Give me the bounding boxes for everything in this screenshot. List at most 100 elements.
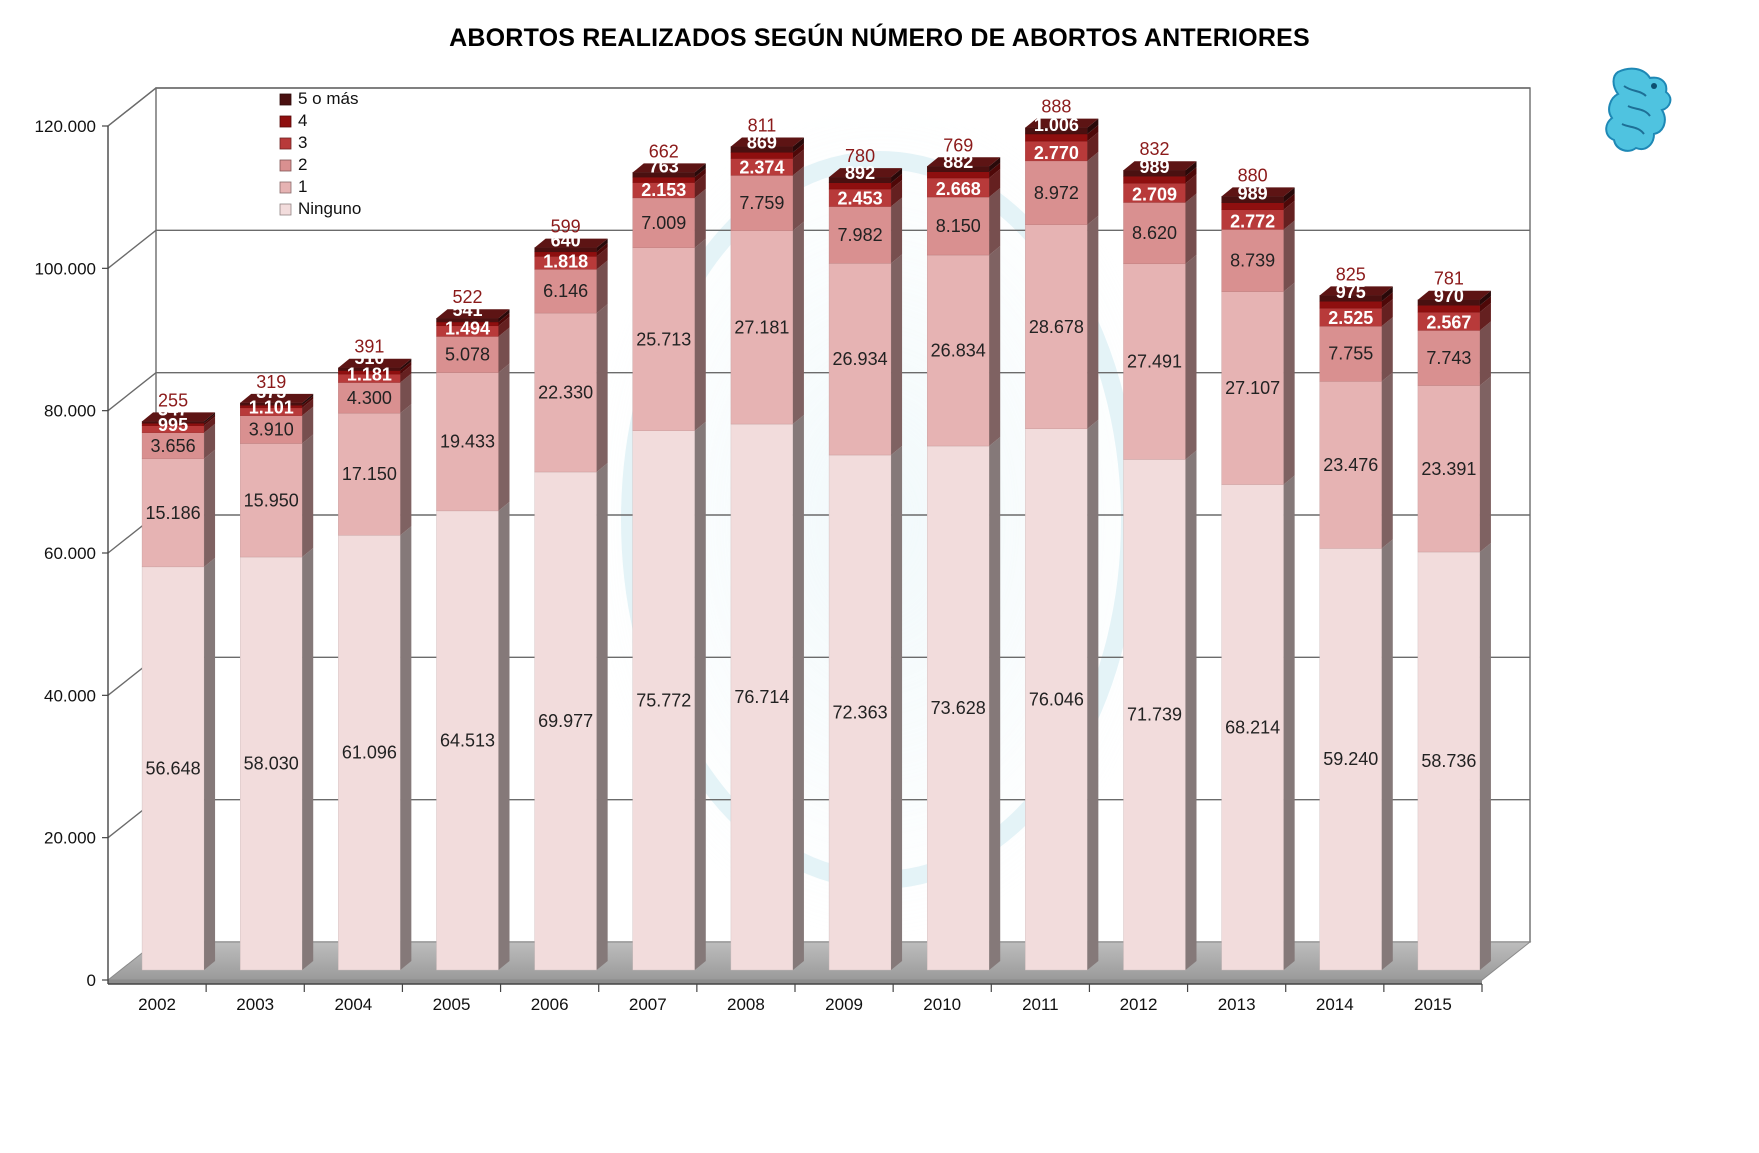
data-label: 975	[1336, 282, 1366, 302]
data-label: 7.759	[739, 193, 784, 213]
bar-segment-side	[694, 238, 706, 431]
bar-segment	[632, 197, 695, 248]
bar-segment-side	[302, 406, 314, 444]
bar-segment-side	[1283, 475, 1295, 970]
bar-segment-side	[1283, 282, 1295, 485]
legend-label: 4	[298, 111, 307, 130]
bar-top	[1417, 290, 1491, 300]
bar-segment	[1417, 551, 1481, 971]
x-tick-label: 2011	[1022, 995, 1059, 1014]
bar-segment-side	[989, 437, 1001, 971]
data-label: 1.006	[1034, 115, 1079, 135]
x-tick-label: 2009	[825, 995, 863, 1014]
bar-segment-side	[792, 149, 804, 176]
bar-segment-side	[694, 163, 706, 178]
bar-segment-side	[1185, 450, 1197, 970]
legend-label: Ninguno	[298, 199, 361, 218]
data-label: 319	[256, 372, 286, 392]
bar-segment	[534, 312, 597, 473]
legend-label: 5 o más	[298, 89, 358, 108]
legend-label: 3	[298, 133, 307, 152]
data-label: 26.934	[833, 349, 888, 369]
bar-segment-side	[792, 143, 804, 159]
bar-segment	[1319, 548, 1382, 971]
data-label: 2.709	[1132, 184, 1177, 204]
data-label: 640	[551, 230, 581, 250]
data-label: 71.739	[1127, 705, 1182, 725]
bar-segment	[730, 175, 794, 231]
data-label: 1.181	[347, 365, 392, 385]
data-label: 7.743	[1426, 348, 1471, 368]
x-tick-label: 2004	[334, 995, 372, 1014]
bar-segment	[240, 415, 303, 444]
bar-segment-side	[400, 526, 412, 970]
x-tick-label: 2003	[236, 995, 274, 1014]
x-tick-label: 2007	[629, 995, 667, 1014]
bar-segment-side	[989, 162, 1001, 179]
bar-segment	[1417, 330, 1481, 386]
data-label: 25.713	[636, 329, 691, 349]
y-tick-label: 40.000	[44, 686, 96, 705]
bar-segment	[1123, 263, 1186, 460]
data-label: 75.772	[636, 690, 691, 710]
bar-segment	[927, 196, 990, 256]
y-tick-label: 80.000	[44, 402, 96, 421]
bar-segment-side	[1283, 187, 1295, 203]
bar-segment-side	[1087, 132, 1099, 161]
bar-segment-side	[792, 221, 804, 425]
data-label: 4.300	[347, 388, 392, 408]
chart-floor	[106, 941, 1532, 981]
data-label: 2.770	[1034, 143, 1079, 163]
bar-segment-side	[1087, 151, 1099, 225]
data-label: 69.977	[538, 711, 593, 731]
data-label: 970	[1434, 286, 1464, 306]
data-label: 869	[747, 133, 777, 153]
data-label: 541	[452, 300, 482, 320]
data-label: 880	[1238, 165, 1268, 185]
bar-segment-side	[400, 358, 412, 371]
x-tick-label: 2005	[433, 995, 471, 1014]
bar-segment-side	[694, 173, 706, 198]
data-label: 27.181	[734, 317, 789, 337]
bar-segment	[1319, 381, 1382, 549]
bar-segment-side	[1381, 317, 1393, 382]
x-tick-label: 2002	[138, 995, 176, 1014]
y-tick-label: 60.000	[44, 544, 96, 563]
data-label: 8.150	[936, 216, 981, 236]
x-tick-label: 2008	[727, 995, 765, 1014]
x-tick-label: 2006	[531, 995, 569, 1014]
bar-segment-side	[204, 423, 216, 459]
data-label: 2.772	[1230, 211, 1275, 231]
bar-segment-side	[400, 361, 412, 375]
bar-segment	[1123, 459, 1186, 971]
bar-segment	[1221, 291, 1284, 485]
bar-segment-side	[596, 247, 608, 270]
data-label: 28.678	[1029, 317, 1084, 337]
data-label: 72.363	[833, 703, 888, 723]
bar-segment	[240, 556, 303, 971]
bar-segment	[1025, 428, 1088, 971]
data-label: 23.476	[1323, 455, 1378, 475]
data-label: 832	[1139, 139, 1169, 159]
bar-segment	[338, 382, 401, 414]
bar-segment-side	[400, 404, 412, 536]
legend-swatch	[279, 203, 292, 216]
data-label: 76.046	[1029, 689, 1084, 709]
chart-title: ABORTOS REALIZADOS SEGÚN NÚMERO DE ABORT…	[449, 24, 1310, 52]
bar-segment	[730, 423, 794, 971]
data-label: 68.214	[1225, 717, 1280, 737]
bar-segment-side	[1283, 200, 1295, 230]
y-tick-label: 0	[87, 971, 96, 990]
bar-segment	[1025, 160, 1088, 225]
bar-segment-side	[891, 254, 903, 456]
bar-segment	[632, 247, 695, 431]
legend-swatch	[279, 93, 292, 106]
data-label: 2.374	[739, 157, 784, 177]
data-label: 59.240	[1323, 749, 1378, 769]
y-tick-label: 120.000	[35, 117, 96, 136]
data-label: 510	[354, 348, 384, 368]
legend-label: 1	[298, 177, 307, 196]
bar-segment	[632, 430, 695, 971]
data-label: 662	[649, 141, 679, 161]
y-tick-label: 20.000	[44, 829, 96, 848]
